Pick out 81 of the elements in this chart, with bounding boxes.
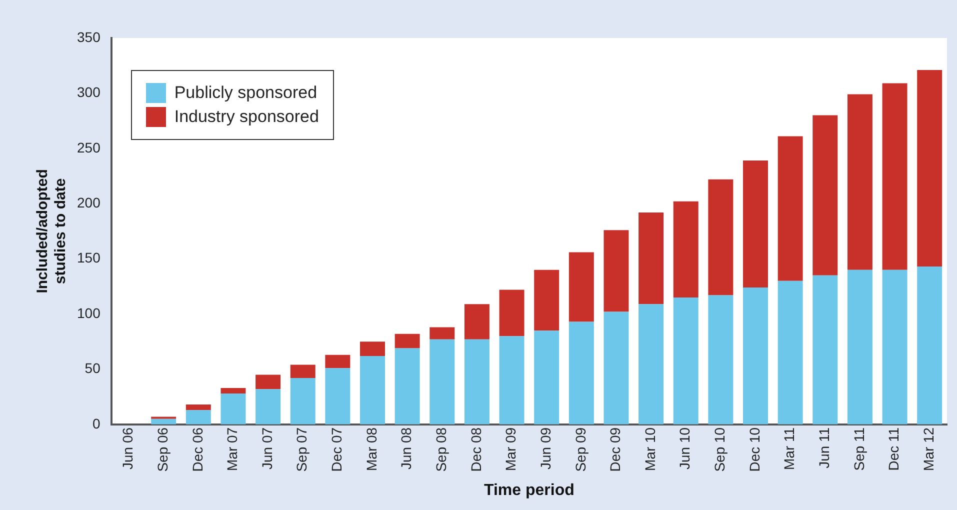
x-tick-label: Jun 09 (537, 427, 554, 470)
x-tick-label: Jun 07 (258, 427, 275, 470)
x-tick-label: Mar 09 (502, 427, 519, 472)
x-tick-label: Sep 11 (850, 427, 867, 471)
bar (917, 70, 942, 267)
x-tick-label: Jun 08 (398, 427, 414, 470)
y-tick-label: 350 (77, 28, 101, 45)
bar (464, 304, 490, 340)
y-tick-label: 50 (84, 360, 101, 376)
x-tick-label: Sep 08 (432, 427, 449, 472)
y-tick-label: 200 (77, 194, 101, 210)
bar (568, 322, 594, 424)
y-tick-label: 300 (77, 84, 101, 100)
x-tick-label: Dec 07 (328, 427, 345, 472)
bar (325, 354, 350, 368)
bar (778, 136, 803, 281)
y-axis-title: Included/adopted studies to date (34, 169, 70, 294)
x-tick-label: Dec 08 (468, 427, 484, 472)
bar (812, 275, 838, 424)
bar (638, 212, 664, 304)
y-tick-label: 150 (77, 250, 101, 266)
x-tick-label: Sep 07 (294, 427, 310, 472)
bar (220, 394, 246, 424)
x-tick-label: Mar 07 (224, 427, 240, 472)
x-tick-label: Dec 09 (607, 427, 624, 472)
bar (151, 418, 176, 424)
bar (256, 374, 281, 390)
bar (882, 83, 908, 270)
bar (743, 160, 768, 288)
bar (708, 179, 734, 296)
x-tick-label: Dec 11 (886, 427, 902, 471)
bar (290, 364, 316, 378)
bar (673, 297, 698, 424)
x-tick-label: Sep 06 (154, 427, 170, 472)
bar (499, 290, 524, 336)
bar (186, 404, 211, 410)
x-tick-label: Mar 11 (781, 427, 798, 470)
bar (917, 266, 942, 424)
bar (290, 378, 316, 424)
x-tick-label: Dec 10 (746, 427, 762, 472)
x-tick-label: Sep 09 (572, 427, 588, 472)
x-tick-label: Mar 08 (363, 427, 380, 472)
bar (220, 388, 246, 394)
legend-label: Publicly sponsored (174, 83, 318, 103)
bar (847, 94, 872, 270)
x-axis-title: Time period (484, 482, 574, 499)
bar (394, 334, 420, 348)
bar (360, 342, 385, 356)
x-tick-label: Jun 10 (676, 427, 693, 470)
x-tick-label: Sep 10 (712, 427, 728, 472)
bar (743, 288, 768, 424)
y-tick-label: 100 (77, 304, 101, 321)
legend-label: Industry sponsored (174, 107, 319, 127)
bar (430, 327, 455, 340)
bar (708, 295, 734, 424)
bar (847, 270, 872, 424)
bar (638, 304, 664, 424)
bar (464, 339, 490, 424)
x-tick-label: Mar 12 (920, 427, 936, 472)
bar (186, 410, 211, 424)
bar (673, 201, 698, 298)
x-tick-label: Dec 06 (189, 427, 206, 472)
bar (812, 115, 838, 276)
x-tick-label: Mar 10 (642, 427, 658, 472)
bar (499, 336, 524, 424)
bar (604, 312, 629, 424)
bar (534, 330, 560, 424)
bar (778, 280, 803, 424)
bar (882, 270, 908, 424)
bar (534, 270, 560, 331)
bar (568, 252, 594, 322)
bar (394, 348, 420, 424)
bar (604, 230, 629, 312)
y-tick-label: 250 (77, 139, 101, 156)
bar (430, 339, 455, 424)
bar (325, 368, 350, 424)
y-tick-label: 0 (92, 415, 101, 432)
x-tick-label: Jun 06 (120, 427, 136, 470)
bar (256, 389, 281, 424)
bar (360, 356, 385, 424)
x-tick-label: Jun 11 (816, 427, 832, 468)
